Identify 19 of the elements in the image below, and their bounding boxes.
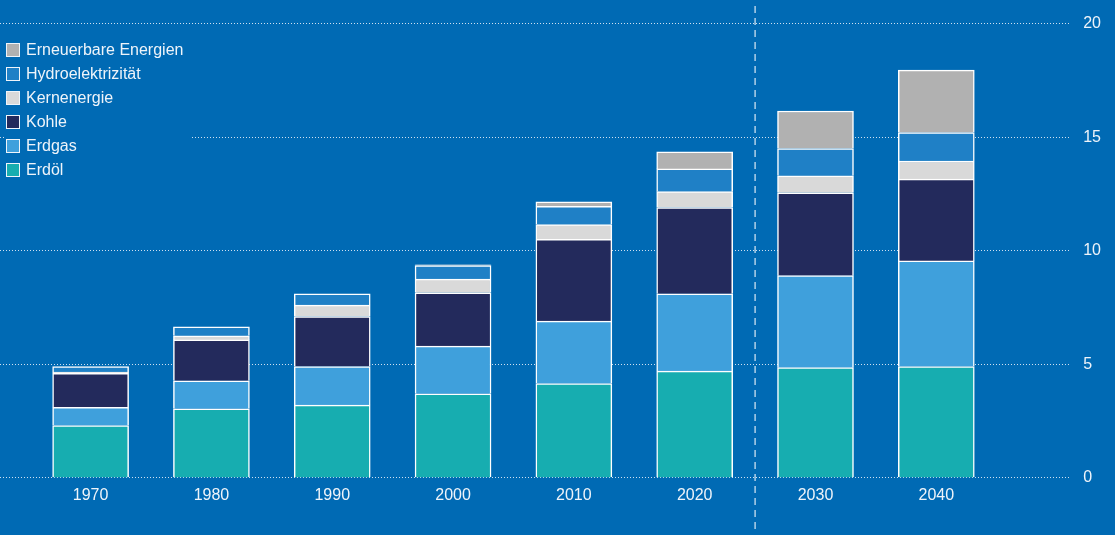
legend-label: Erdöl: [26, 160, 64, 180]
x-tick-label: 2020: [676, 485, 713, 503]
x-tick-label: 2010: [556, 485, 592, 503]
x-tick-label: 1970: [72, 485, 109, 503]
x-tick-label: 1980: [193, 485, 230, 503]
legend-label: Erdgas: [26, 136, 77, 156]
y-tick-label: 0: [1083, 468, 1093, 486]
legend-label: Kernenergie: [26, 88, 114, 108]
y-tick-label: 15: [1083, 127, 1102, 145]
x-tick-label: 1990: [314, 485, 351, 503]
x-tick-label: 2040: [918, 485, 955, 503]
legend-label: Erneuerbare Energien: [26, 40, 184, 60]
x-tick-label: 2000: [435, 485, 471, 503]
y-tick-label: 20: [1083, 14, 1102, 32]
y-tick-label: 5: [1083, 354, 1093, 372]
x-tick-label: 2030: [797, 485, 834, 503]
legend-label: Hydroelektrizität: [26, 64, 141, 84]
legend-label: Kohle: [26, 112, 67, 132]
y-tick-label: 10: [1083, 241, 1102, 259]
